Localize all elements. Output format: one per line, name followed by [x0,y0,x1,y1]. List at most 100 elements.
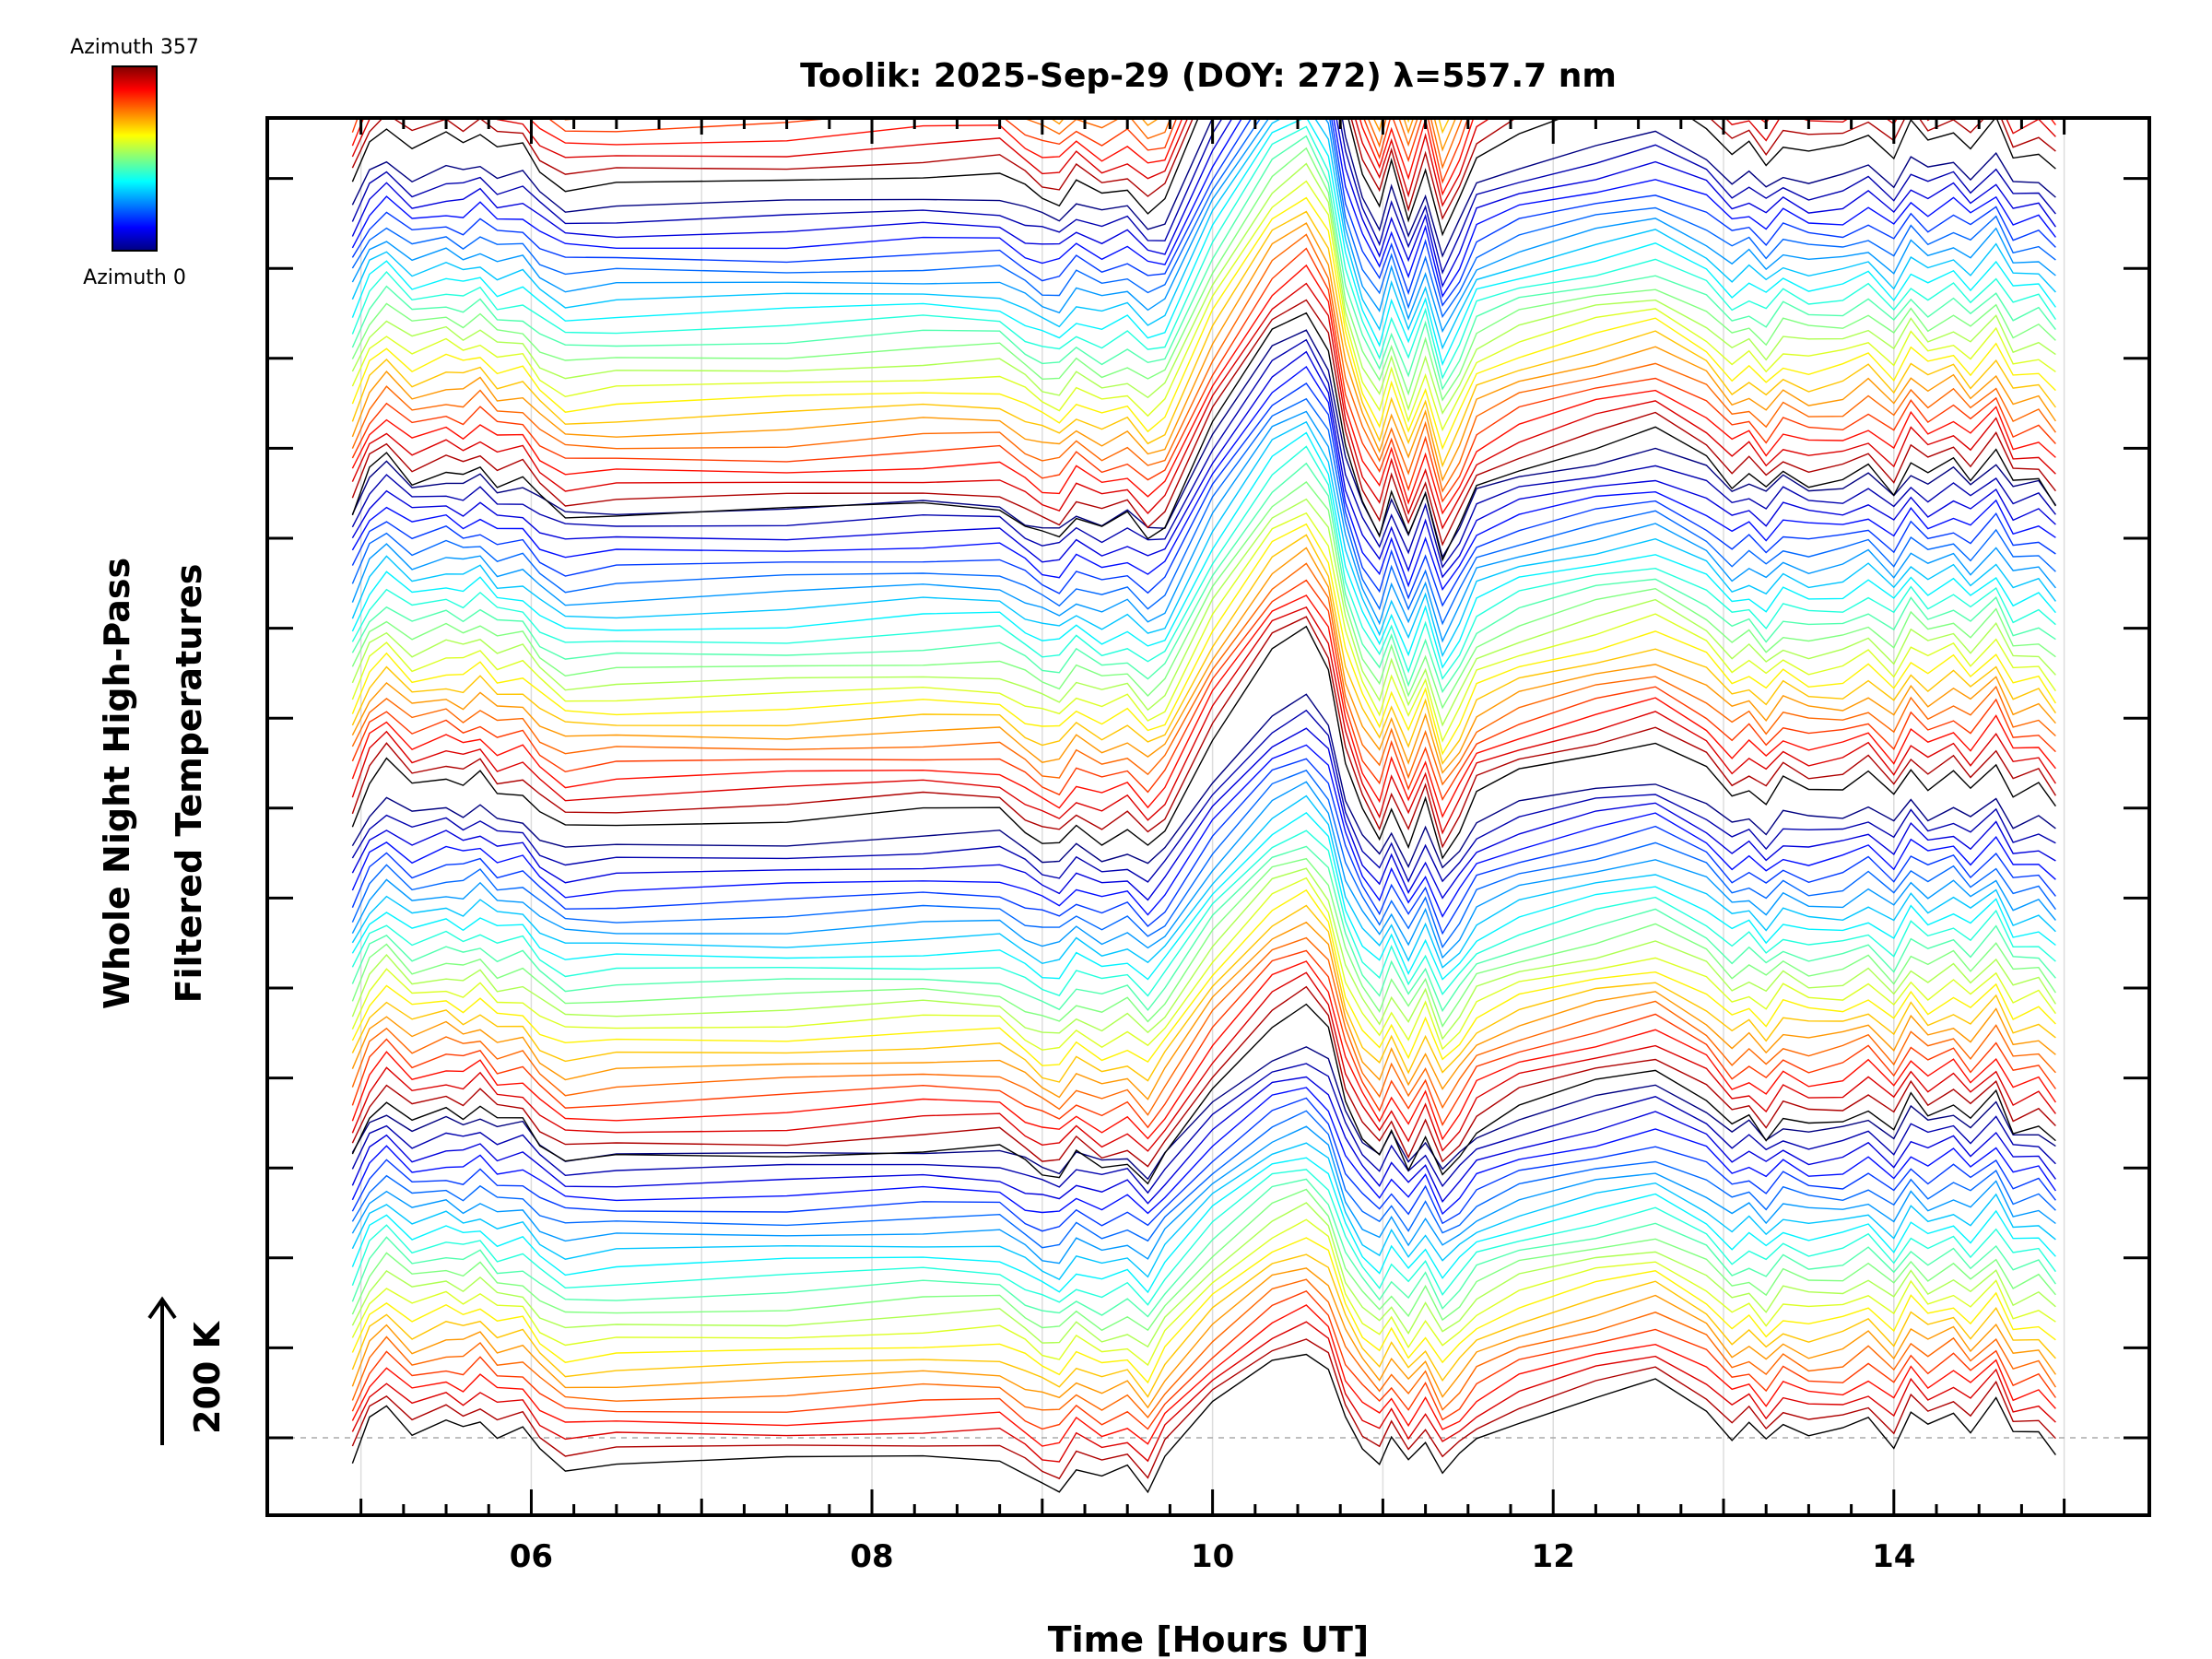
series-line [351,233,2056,493]
x-tick-label: 12 [1532,1538,1575,1575]
colorbar-top-label: Azimuth 357 [70,36,199,59]
series-line [351,118,2056,367]
series-line [351,118,2056,207]
series-line [351,579,2056,802]
scale-bar-arrow-head [147,1296,177,1320]
series-line [351,1087,2056,1216]
series-line [351,971,2056,1152]
scale-bar-label: 200 K [187,1320,228,1434]
series-line [351,222,2056,482]
series-line [351,1003,2056,1185]
series-line [351,118,2056,237]
series-line [351,1157,2056,1294]
series-line [351,758,2056,935]
series-line [351,1097,2056,1232]
series-line [351,338,2056,569]
series-line [351,769,2056,949]
series-line [351,949,2056,1129]
scale-bar: 200 K [147,1296,228,1445]
series-line [351,420,2056,658]
series-line [351,523,2056,756]
series-line [351,445,2056,680]
series-line [351,936,2056,1116]
series-line [351,1178,2056,1318]
series-line [351,845,2056,1013]
series-line [351,247,2056,503]
axes-box [265,116,2151,1517]
series-line [351,727,2056,901]
series-line [351,857,2056,1028]
series-line [351,625,2056,860]
series-line [351,118,2056,196]
series-line [351,693,2056,869]
plot-frame [265,116,2151,1517]
series-line [351,118,2056,350]
x-axis-label: Time [Hours UT] [1048,1619,1370,1659]
series-line [351,1321,2056,1463]
series-line [351,904,2056,1083]
series-line [351,1253,2056,1398]
series-line [351,794,2056,969]
series-line [351,830,2056,997]
series-line [351,877,2056,1051]
series-line [351,1076,2056,1205]
series-line [351,410,2056,643]
series-line [351,125,2056,380]
grid [267,118,2149,1515]
series-line [351,1267,2056,1409]
series-line [351,888,2056,1066]
series-line [351,1353,2056,1494]
series-line [351,960,2056,1141]
series-line [351,118,2056,275]
series-line [351,397,2056,626]
series-line [351,744,2056,918]
series-line [352,0,2055,26]
series-line [351,498,2056,727]
series-line [351,1125,2056,1265]
series-line [351,1142,2056,1280]
series-line [351,1218,2056,1367]
series-line [352,0,2055,41]
series-line [351,1169,2056,1306]
colorbar-bottom-label: Azimuth 0 [83,266,186,289]
series-line [351,547,2056,774]
series-line [351,1110,2056,1249]
series-line [351,606,2056,835]
y-axis-label-line1: Whole Night High-Pass [97,558,137,1009]
series-line [351,616,2056,849]
series-line [351,1278,2056,1419]
series-line [351,462,2056,694]
series-line [351,365,2056,592]
y-axis-label-line2: Filtered Temperatures [169,564,209,1004]
series-group [351,0,2056,1494]
series-line [351,534,2056,765]
series-line [351,196,2056,451]
series-line [351,1188,2056,1332]
series-line [351,811,2056,981]
x-tick-labels: 06 08 10 12 14 [510,1538,1916,1575]
series-line [351,118,2056,288]
series-line [351,118,2056,307]
series-line [351,210,2056,468]
series-line [351,1304,2056,1447]
series-line [351,135,2056,391]
series-line [351,1063,2056,1194]
series-line [351,382,2056,607]
series-line [351,1338,2056,1480]
series-line [351,781,2056,959]
series-line [351,162,2056,415]
series-line [351,867,2056,1041]
series-line [351,180,2056,432]
series-line [351,985,2056,1168]
colorbar [112,65,158,252]
series-line [351,562,2056,786]
x-tick-label: 14 [1872,1538,1915,1575]
series-line [351,431,2056,669]
series-line [351,118,2056,220]
series-line [352,0,2055,57]
series-line [351,118,2056,299]
series-line [351,512,2056,743]
series-line [351,282,2056,530]
series-line [351,921,2056,1100]
